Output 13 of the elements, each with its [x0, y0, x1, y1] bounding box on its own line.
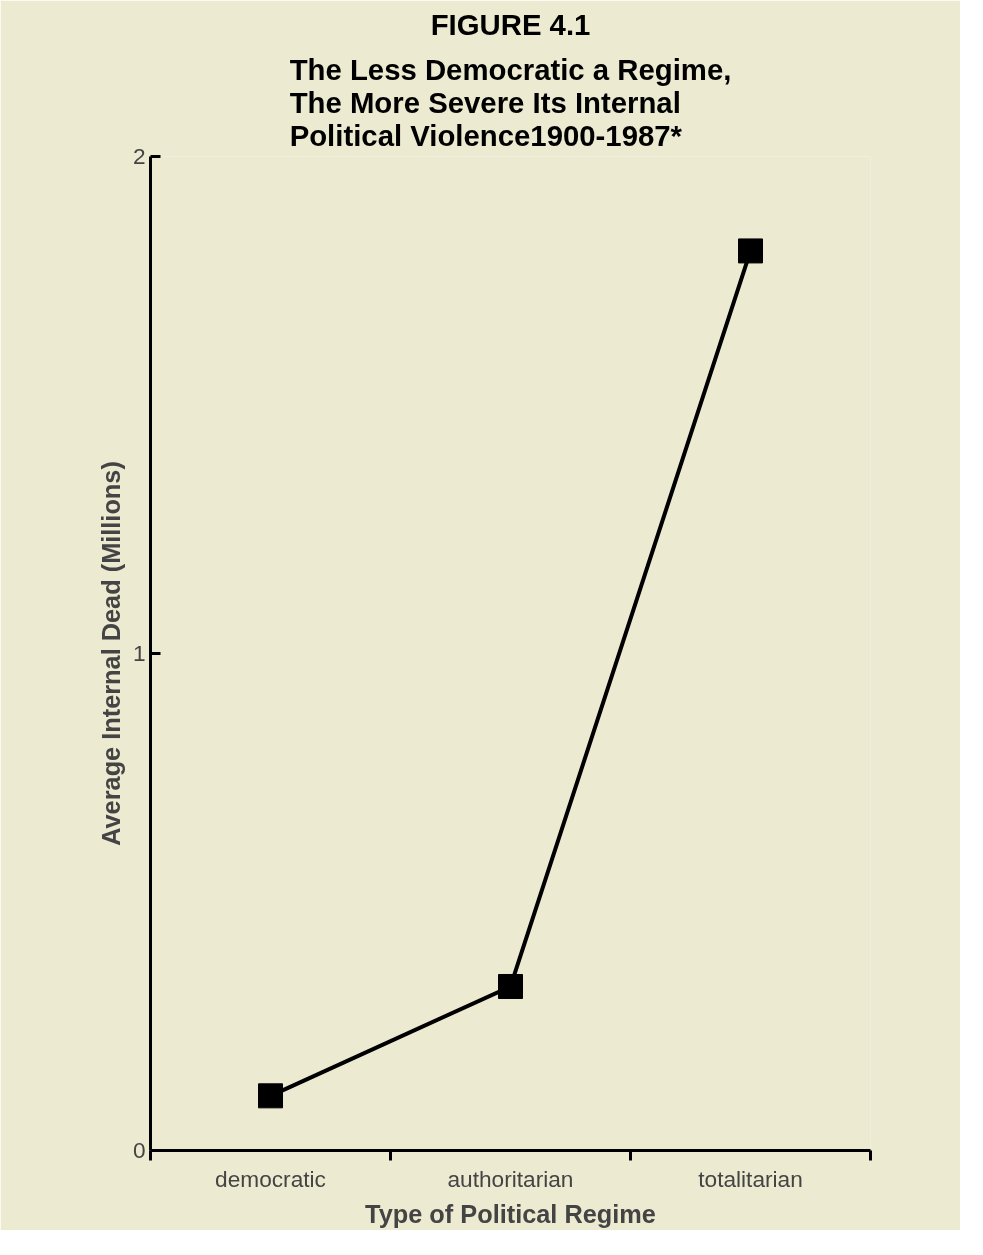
chart-title: FIGURE 4.1 [430, 7, 591, 41]
x-tick-label: democratic [215, 1165, 326, 1192]
x-tick-label: authoritarian [447, 1165, 574, 1192]
y-tick-label: 0 [132, 1137, 146, 1163]
point [498, 973, 523, 999]
y-tick-label: 1 [132, 640, 146, 666]
point [738, 238, 763, 264]
chart-subtitle: The Less Democratic a Regime, The More Severe Its Internal Political Violence1900-1987* [289, 52, 732, 152]
x-tick-label: totalitarian [698, 1165, 803, 1192]
y-axis-title: Average Internal Dead (Millions) [96, 461, 125, 846]
x-axis-title: Type of Political Regime [365, 1199, 656, 1228]
point [258, 1083, 283, 1109]
y-tick-label: 2 [132, 143, 146, 169]
